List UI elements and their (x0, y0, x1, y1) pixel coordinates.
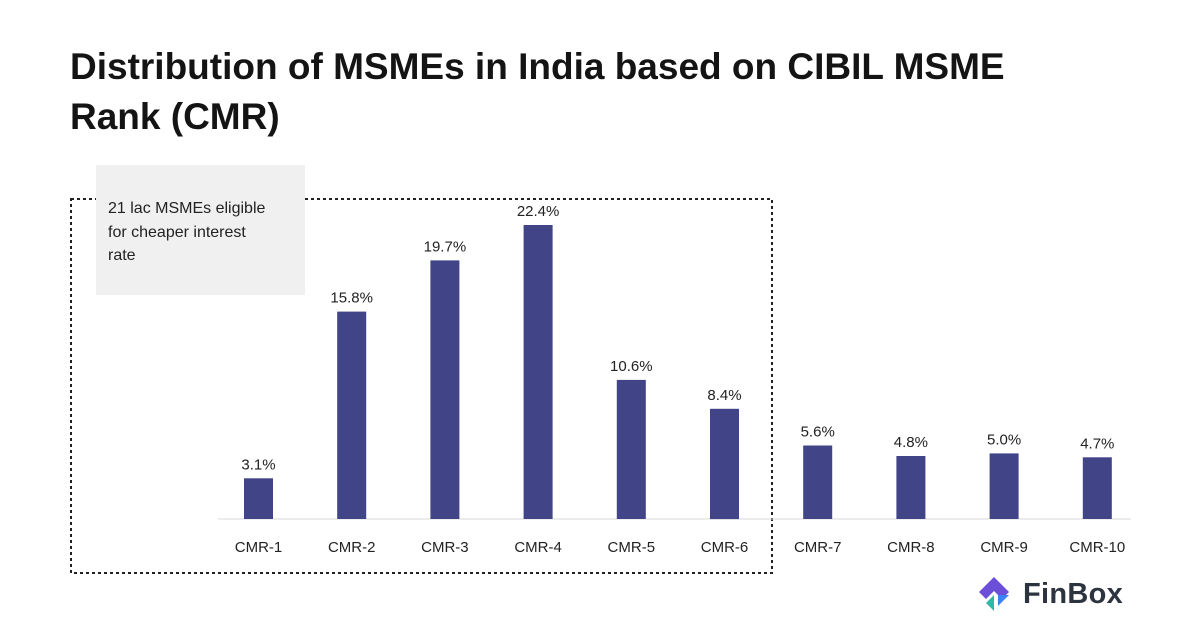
tick-labels-group: CMR-1 CMR-2 CMR-3 CMR-4 CMR-5 CMR-6 CMR-7 CMR-8… (235, 539, 1125, 556)
finbox-logo-icon (979, 577, 1009, 611)
value-label-cmr-8: 4.8% (894, 434, 928, 451)
annotation-line-2: for cheaper interest (108, 224, 246, 241)
finbox-logo: FinBox (975, 574, 1123, 614)
bar-cmr-1 (244, 478, 273, 519)
tick-label-cmr-5: CMR-5 (608, 539, 656, 556)
tick-label-cmr-3: CMR-3 (421, 539, 469, 556)
bar-cmr-4 (523, 225, 553, 519)
tick-label-cmr-9: CMR-9 (980, 539, 1028, 556)
annotation-box (96, 165, 305, 295)
value-label-cmr-9: 5.0% (987, 431, 1021, 448)
value-label-cmr-7: 5.6% (801, 424, 835, 441)
eligible-range-box (70, 198, 773, 574)
bar-cmr-9 (989, 453, 1019, 519)
bar-cmr-5 (616, 379, 646, 519)
value-label-cmr-10: 4.7% (1080, 435, 1114, 452)
bar-cmr-2 (337, 311, 367, 519)
tick-label-cmr-7: CMR-7 (794, 539, 842, 556)
bar-cmr-6 (710, 408, 739, 520)
value-label-cmr-2: 15.8% (330, 290, 373, 307)
bar-cmr-7 (803, 445, 833, 519)
annotation-line-1: 21 lac MSMEs eligible (108, 200, 266, 217)
bar-cmr-8 (896, 456, 926, 519)
annotation-text: 21 lac MSMEs eligible for cheaper intere… (108, 200, 270, 264)
value-label-cmr-3: 19.7% (424, 238, 467, 255)
value-labels-group: 3.1% 15.8% 19.7% 22.4% 10.6% 8.4% 5.6% 4.8% 5.0%… (241, 203, 1114, 473)
bar-cmr-10 (1082, 457, 1112, 519)
bar-cmr-3 (430, 260, 460, 519)
chart-title: Distribution of MSMEs in India based on … (70, 46, 1005, 137)
tick-label-cmr-2: CMR-2 (328, 539, 376, 556)
annotation-line-3: rate (108, 247, 136, 264)
value-label-cmr-1: 3.1% (241, 456, 275, 473)
value-label-cmr-4: 22.4% (517, 203, 560, 220)
value-label-cmr-6: 8.4% (707, 387, 741, 404)
tick-label-cmr-6: CMR-6 (701, 539, 749, 556)
tick-label-cmr-8: CMR-8 (887, 539, 935, 556)
finbox-logo-text: FinBox (1023, 577, 1124, 610)
bars-group (244, 225, 1112, 520)
tick-label-cmr-10: CMR-10 (1069, 539, 1125, 556)
tick-label-cmr-4: CMR-4 (514, 539, 562, 556)
value-label-cmr-5: 10.6% (610, 358, 653, 375)
tick-label-cmr-1: CMR-1 (235, 539, 283, 556)
